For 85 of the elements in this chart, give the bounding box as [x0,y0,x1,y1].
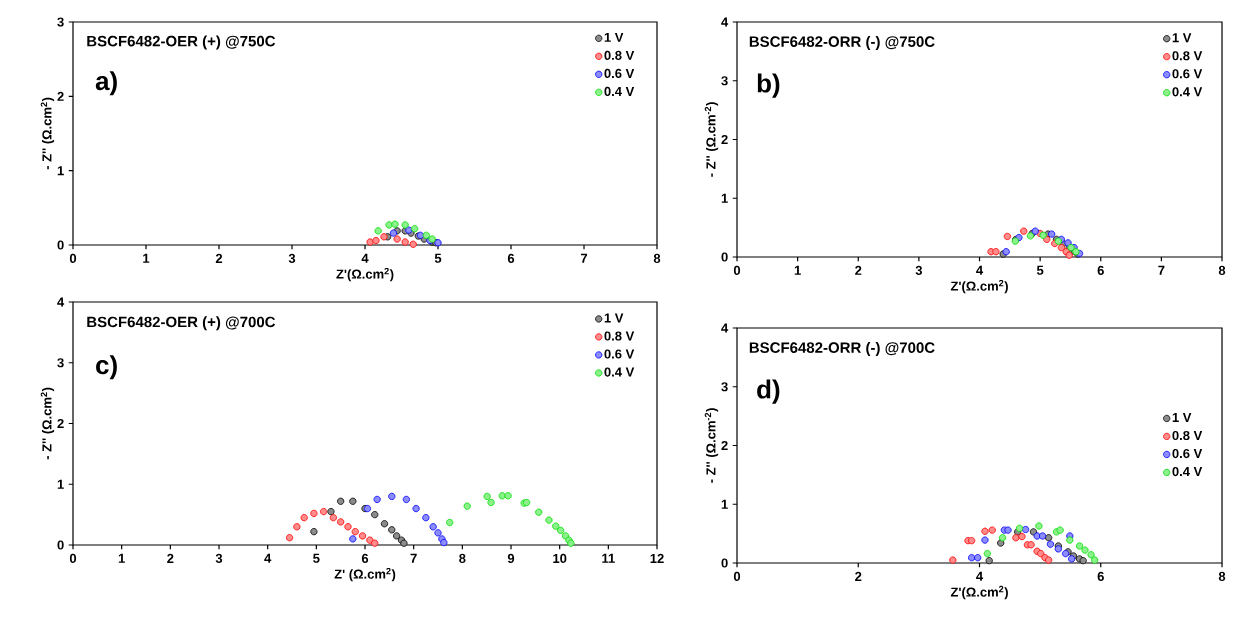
x-axis-title: Z'(Ω.cm$^{2}$) [950,279,1008,294]
y-axis-title: - Z'' (Ω.cm$^{-2}$) [704,102,719,177]
x-tick-label: 1 [794,265,801,275]
legend-label: 0.8 V [1172,430,1203,441]
text: BSCF6482-OER (+) @750C [87,35,276,50]
x-tick-label: 3 [288,253,296,264]
x-tick-label: 1 [143,253,150,263]
legend-label: 1 V [1172,33,1192,43]
x-tick-label: 7 [1158,265,1165,275]
x-tick-label: 3 [915,265,923,276]
x-tick-label: 8 [1218,571,1226,581]
y-tick-label: 1 [721,499,728,509]
x-tick-label: 8 [459,553,466,563]
y-tick-label: 2 [721,134,728,145]
x-tick-label: 6 [1097,265,1104,275]
x-tick-label: 5 [313,553,320,563]
legend-label: 0.8 V [604,50,635,60]
legend-label: 0.6 V [1172,448,1203,459]
x-tick-label: 0 [69,253,77,263]
x-tick-label: 1 [118,553,125,563]
y-tick-label: 1 [721,193,728,203]
legend-label: 0.8 V [604,331,635,341]
legend-label: 0.4 V [604,86,635,97]
x-tick-label: 5 [1036,265,1044,275]
x-tick-label: 0 [733,571,741,581]
y-tick-label: 2 [57,91,64,101]
x-tick-label: 8 [653,253,661,263]
legend-label: 0.4 V [1172,87,1203,97]
x-tick-label: 0 [733,265,741,275]
text: BSCF6482-ORR (-) @700C [749,341,935,356]
y-tick-label: 2 [721,440,728,451]
x-tick-label: 4 [361,253,369,263]
y-tick-label: 4 [721,323,729,333]
x-tick-label: 2 [855,571,862,581]
y-tick-label: 3 [721,76,728,86]
x-tick-label: 11 [602,553,615,563]
x-tick-label: 6 [361,553,369,563]
y-axis-title: - Z'' (Ω.cm$^{-2}$) [704,408,719,483]
y-tick-label: 1 [57,479,64,489]
y-axis-title: - Z'' (Ω.cm$^{2}$) [40,97,55,170]
x-tick-label: 0 [69,553,77,563]
text: BSCF6482-OER (+) @700C [87,316,276,331]
legend-label: 0.6 V [1172,69,1203,79]
x-tick-label: 7 [410,553,417,563]
legend-label: 0.4 V [1172,466,1203,477]
x-axis-title: Z' (Ω.cm$^{2}$) [334,567,396,582]
y-axis-title: - Z'' (Ω.cm$^{2}$) [40,387,55,460]
y-tick-label: 3 [721,382,728,392]
x-tick-label: 4 [264,553,272,563]
legend-label: 1 V [604,32,624,42]
y-tick-label: 3 [57,17,64,27]
y-tick-label: 4 [721,17,729,27]
x-tick-label: 12 [650,553,664,563]
legend-label: 1 V [604,313,624,323]
x-tick-label: 2 [215,253,223,263]
x-tick-label: 4 [976,571,984,581]
y-tick-label: 1 [57,166,64,176]
x-tick-label: 4 [976,265,984,275]
x-axis-title: Z'(Ω.cm$^{2}$) [336,267,394,282]
x-axis-title: Z'(Ω.cm$^{2}$) [950,585,1008,600]
y-tick-label: 3 [57,358,64,368]
annotation: a) [95,71,117,96]
legend-label: 0.6 V [604,349,635,359]
x-tick-label: 6 [507,253,515,263]
x-tick-label: 7 [580,253,588,263]
annotation: c) [96,355,117,380]
text: BSCF6482-ORR (-) @750C [749,35,935,50]
y-tick-label: 0 [57,240,64,250]
x-tick-label: 6 [1097,571,1104,581]
legend-label: 0.4 V [604,367,635,377]
legend-label: 0.6 V [604,68,635,79]
annotation: b) [757,73,780,98]
x-tick-label: 2 [167,553,174,563]
y-tick-label: 0 [57,540,64,550]
legend-label: 0.8 V [1172,51,1203,61]
x-tick-label: 8 [1218,265,1226,275]
annotation: d) [757,379,780,404]
x-tick-label: 2 [855,265,862,275]
legend-label: 1 V [1172,413,1192,422]
x-tick-label: 5 [434,253,442,263]
y-tick-label: 4 [57,297,65,307]
x-tick-label: 9 [507,553,515,563]
x-tick-label: 3 [215,553,223,564]
x-tick-label: 10 [553,553,567,563]
y-tick-label: 2 [57,418,64,429]
